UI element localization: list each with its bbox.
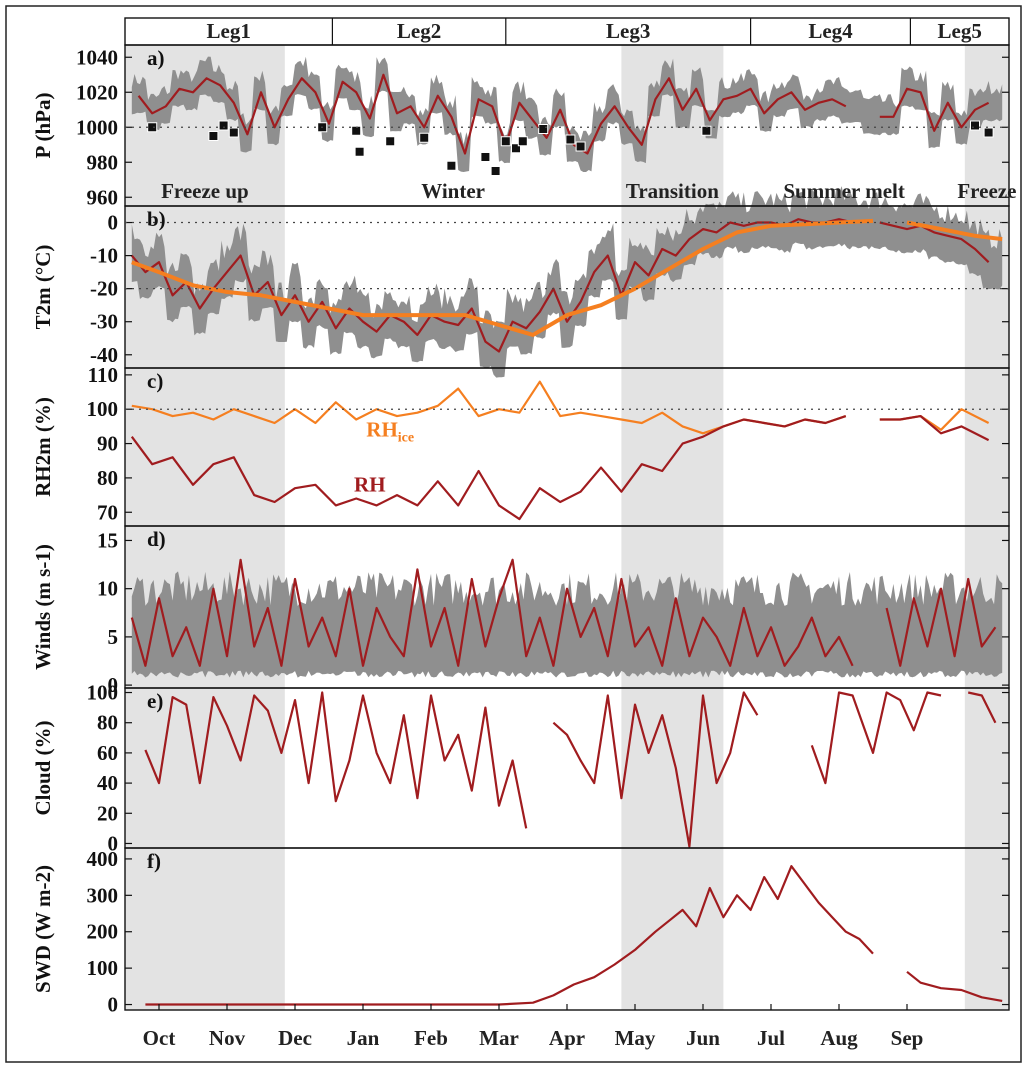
leg-label: Leg1 (207, 19, 251, 43)
y-tick-label: 300 (87, 883, 119, 907)
y-tick-label: 100 (87, 681, 119, 705)
low-pressure-marker (354, 146, 365, 157)
low-pressure-marker (446, 160, 457, 171)
low-pressure-marker (565, 134, 576, 145)
low-pressure-marker (228, 127, 239, 138)
y-tick-label: -40 (90, 343, 118, 367)
low-pressure-marker (511, 143, 521, 154)
panel-label: c) (147, 369, 163, 393)
y-tick-label: 100 (87, 956, 119, 980)
low-pressure-marker (517, 136, 528, 147)
low-pressure-marker (480, 152, 491, 162)
y-tick-label: 60 (97, 741, 118, 765)
range-bands (131, 56, 1003, 678)
low-pressure-marker (147, 122, 158, 133)
y-tick-label: 5 (108, 625, 119, 649)
y-tick-label: 400 (87, 847, 119, 871)
series-line-RH (130, 415, 990, 521)
range-band-0 (131, 56, 1003, 173)
y-tick-label: 80 (97, 466, 118, 490)
y-axis-label: P (hPa) (31, 93, 55, 159)
y-tick-label: 40 (97, 771, 118, 795)
y-tick-label: 90 (97, 432, 118, 456)
x-tick-label: Feb (414, 1026, 448, 1050)
x-tick-label: Nov (209, 1026, 246, 1050)
low-pressure-marker (970, 120, 980, 131)
season-label: Summer melt (783, 179, 905, 203)
y-tick-label: 0 (108, 673, 119, 697)
y-axis-label: Winds (m s-1) (31, 544, 55, 670)
low-pressure-marker (701, 125, 712, 136)
y-tick-label: 1040 (76, 45, 118, 69)
series-line-smoothed (131, 218, 1003, 337)
annotation-subscript: ice (398, 431, 414, 446)
x-tick-label: Jul (757, 1026, 785, 1050)
y-tick-label: -20 (90, 277, 118, 301)
y-tick-label: -30 (90, 310, 118, 334)
y-tick-label: 1000 (76, 115, 118, 139)
low-pressure-marker (983, 127, 994, 138)
y-axis-label: T2m (°C) (31, 245, 55, 330)
panel-label: b) (147, 207, 166, 231)
y-tick-label: 20 (97, 801, 118, 825)
x-tick-label: Aug (820, 1026, 858, 1050)
low-pressure-marker (351, 125, 362, 136)
series-line-p5s0 (145, 865, 1003, 1006)
x-tick-label: May (615, 1026, 656, 1050)
y-tick-label: 70 (97, 500, 118, 524)
x-tick-label: Mar (479, 1026, 519, 1050)
x-tick-label: Apr (549, 1026, 585, 1050)
y-tick-label: 0 (108, 831, 119, 855)
x-tick-label: Jun (686, 1026, 720, 1050)
panel-label: a) (147, 46, 165, 70)
y-tick-label: 980 (87, 150, 119, 174)
series-line-p4s0 (144, 691, 997, 848)
x-tick-label: Sep (891, 1026, 924, 1050)
season-label: Freeze up (161, 179, 249, 203)
series-line-p3s0 (130, 558, 997, 667)
y-tick-label: 1020 (76, 80, 118, 104)
axes-frames (124, 17, 1010, 1011)
annotation-RH: RH (354, 473, 386, 497)
y-tick-label: 100 (87, 397, 119, 421)
panel-label: e) (147, 689, 163, 713)
leg-label: Leg5 (938, 19, 982, 43)
low-pressure-marker (538, 124, 549, 134)
y-tick-label: 0 (108, 211, 119, 235)
season-label: Winter (421, 179, 485, 203)
y-axis-label: RH2m (%) (31, 397, 55, 497)
y-tick-label: 200 (87, 920, 119, 944)
low-pressure-marker (385, 136, 396, 147)
leg-label: Leg4 (808, 19, 853, 43)
y-axis-label: SWD (W m-2) (31, 865, 55, 993)
y-tick-label: 15 (97, 528, 118, 552)
y-tick-label: 110 (88, 363, 118, 387)
y-tick-label: 10 (97, 577, 118, 601)
low-pressure-marker (490, 166, 501, 176)
series-line-p0s0 (137, 73, 990, 155)
leg-label: Leg3 (606, 19, 650, 43)
panel-label: d) (147, 527, 166, 551)
y-tick-label: 80 (97, 711, 118, 735)
low-pressure-marker (218, 120, 229, 131)
low-pressure-marker (500, 136, 511, 147)
y-axis-label: Cloud (%) (31, 720, 55, 815)
low-pressure-marker (419, 132, 430, 143)
low-pressure-marker (575, 141, 586, 152)
season-label: Freeze (957, 179, 1016, 203)
low-pressure-marker (208, 131, 219, 141)
range-band-1 (131, 186, 1003, 378)
leg-label: Leg2 (397, 19, 441, 43)
y-tick-label: -10 (90, 244, 118, 268)
panel-label: f) (147, 849, 161, 873)
x-tick-label: Oct (143, 1026, 176, 1050)
y-tick-label: 960 (87, 185, 119, 209)
x-tick-label: Jan (347, 1026, 380, 1050)
range-band-3 (131, 571, 1003, 678)
season-label: Transition (626, 179, 719, 203)
y-tick-label: 0 (108, 993, 119, 1017)
x-tick-label: Dec (278, 1026, 312, 1050)
